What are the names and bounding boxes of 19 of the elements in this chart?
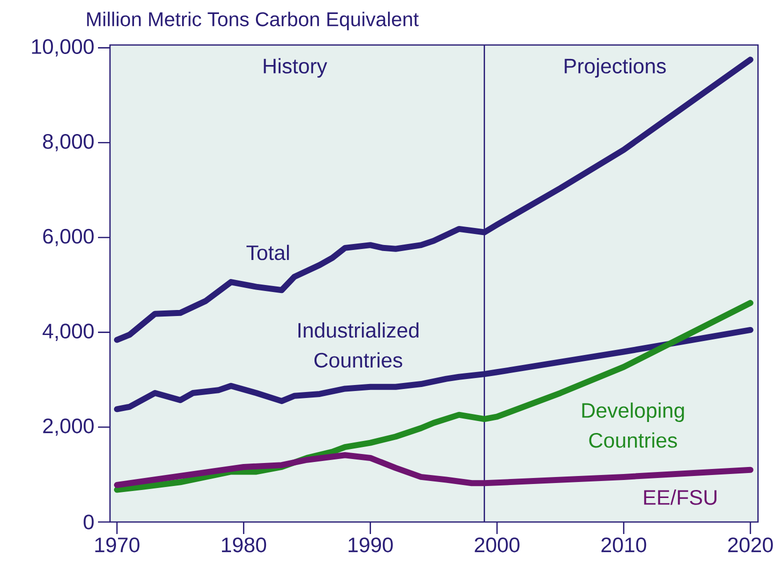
x-tick-label: 2010 [601,538,646,552]
x-tick-label: 1990 [348,538,393,552]
series-label: Industrialized Countries [298,322,418,368]
series-label: Total [246,244,289,260]
y-tick-label: 8,000 [43,134,94,152]
series-label: Developing Countries [582,402,684,448]
x-tick-label: 1980 [222,538,266,552]
y-axis-title: Million Metric Tons Carbon Equivalent [87,12,419,30]
annotation: History [264,58,328,78]
x-tick-label: 2000 [474,538,520,552]
x-tick-label: 1970 [95,538,140,552]
y-tick-label: 2,000 [43,418,94,436]
y-tick-label: 10,000 [32,39,94,56]
y-tick-label: 4,000 [42,324,94,341]
x-tick-label: 2020 [728,538,773,552]
y-tick-label: 0 [84,514,94,530]
annotation: Projections [564,58,666,78]
series-label: EE/FSU [644,490,716,505]
y-tick-label: 6,000 [43,228,94,246]
